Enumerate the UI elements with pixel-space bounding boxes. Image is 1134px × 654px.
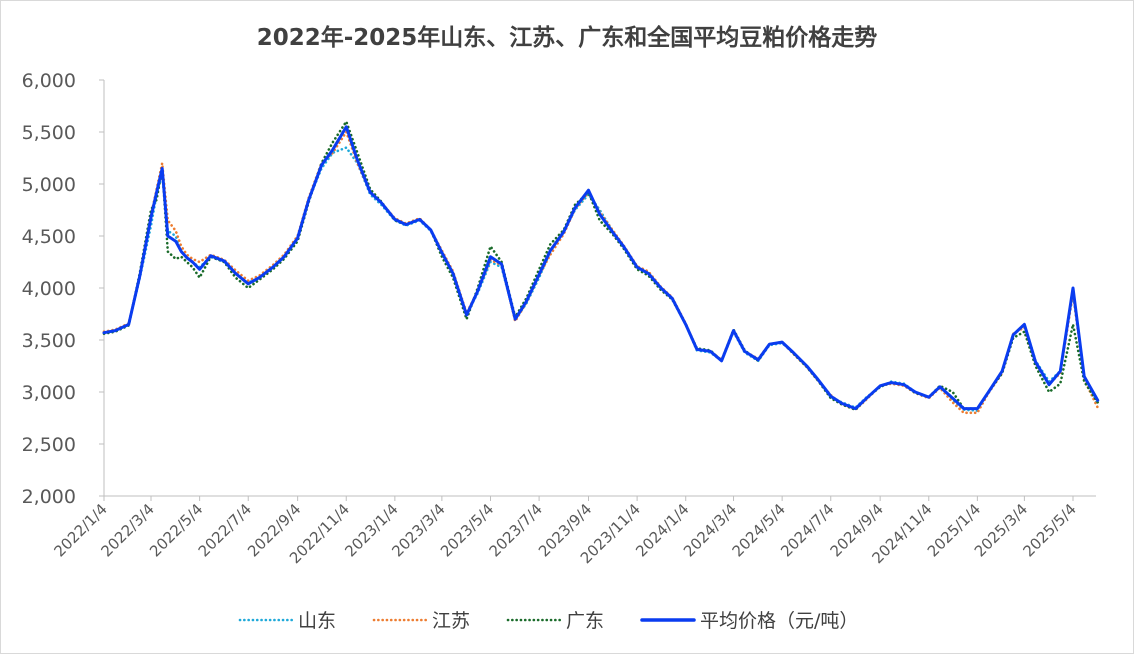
x-tick-label: 2024/7/4 — [777, 500, 837, 560]
y-tick-label: 2,000 — [22, 486, 76, 508]
y-tick-label: 4,500 — [22, 226, 76, 248]
y-tick-label: 3,500 — [22, 330, 76, 352]
series-line-2 — [102, 130, 1099, 415]
axes: 2,000 2,500 3,000 3,500 4,000 4,500 5,000 5,500… — [22, 70, 1096, 567]
legend: 山东 江苏 广东 平均价格（元/吨） — [238, 610, 858, 632]
y-tick-label: 2,500 — [22, 434, 76, 456]
legend-label-3: 广东 — [566, 610, 604, 632]
series-line-3 — [102, 120, 1099, 412]
legend-label-4: 平均价格（元/吨） — [700, 610, 858, 632]
y-tick-label: 5,000 — [22, 174, 76, 196]
y-tick-label: 6,000 — [22, 70, 76, 92]
y-tick-label: 3,000 — [22, 382, 76, 404]
x-tick-label: 2023/7/4 — [486, 500, 546, 560]
y-tick-label: 4,000 — [22, 278, 76, 300]
series-line-4 — [102, 125, 1100, 411]
chart-title: 2022年-2025年山东、江苏、广东和全国平均豆粕价格走势 — [256, 25, 878, 51]
legend-label-1: 山东 — [298, 610, 336, 632]
x-tick-label: 2022/7/4 — [195, 500, 255, 560]
plot-area — [102, 120, 1100, 415]
x-tick-label: 2025/5/4 — [1019, 500, 1079, 560]
legend-label-2: 江苏 — [432, 610, 470, 632]
y-tick-label: 5,500 — [22, 122, 76, 144]
